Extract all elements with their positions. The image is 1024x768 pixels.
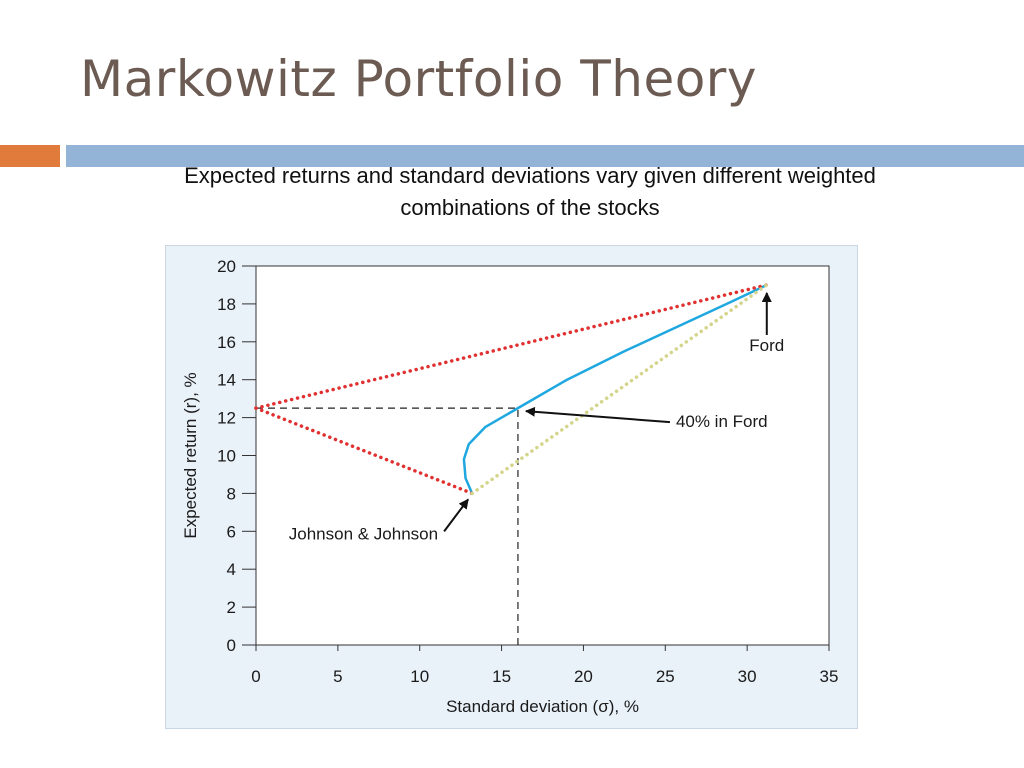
annotation-arrow xyxy=(524,406,671,424)
x-tick-label: 25 xyxy=(656,667,675,686)
annotation-label: Johnson & Johnson xyxy=(289,524,438,543)
x-tick-label: 35 xyxy=(820,667,839,686)
x-tick-label: 0 xyxy=(251,667,260,686)
x-tick-label: 30 xyxy=(738,667,757,686)
x-axis-title: Standard deviation (σ), % xyxy=(446,697,639,716)
y-axis-title: Expected return (r), % xyxy=(181,372,200,538)
y-tick-label: 0 xyxy=(227,636,236,655)
annotation-label: 40% in Ford xyxy=(676,412,768,431)
plot-area xyxy=(255,265,830,646)
y-tick-label: 14 xyxy=(217,371,236,390)
x-tick-label: 5 xyxy=(333,667,342,686)
x-tick-label: 15 xyxy=(492,667,511,686)
series-line-3 xyxy=(470,283,769,496)
y-tick-label: 12 xyxy=(217,409,236,428)
x-tick-label: 20 xyxy=(574,667,593,686)
series-line-0 xyxy=(462,283,768,494)
annotation-label: Ford xyxy=(749,336,784,355)
slide-subtitle: Expected returns and standard deviations… xyxy=(184,163,876,220)
series-line-2 xyxy=(254,406,474,496)
y-tick-label: 2 xyxy=(227,598,236,617)
y-tick-label: 16 xyxy=(217,333,236,352)
y-tick-label: 8 xyxy=(227,484,236,503)
y-tick-label: 6 xyxy=(227,522,236,541)
accent-bar-blue xyxy=(66,145,1024,167)
x-tick-label: 10 xyxy=(410,667,429,686)
y-tick-label: 20 xyxy=(217,257,236,276)
slide-title: Markowitz Portfolio Theory xyxy=(80,50,757,108)
portfolio-chart: 0 2 4 6 8 10 12 14 16 18 20 0 5 10 15 20 25 30 35 Standard … xyxy=(181,257,839,716)
y-tick-label: 4 xyxy=(227,560,236,579)
y-tick-label: 10 xyxy=(217,447,236,466)
annotation-arrow xyxy=(443,498,469,532)
y-tick-label: 18 xyxy=(217,295,236,314)
figure-panel: 0 2 4 6 8 10 12 14 16 18 20 0 5 10 15 20 25 30 35 Standard … xyxy=(165,245,858,729)
series-line-1 xyxy=(254,283,769,410)
accent-bar-orange xyxy=(0,145,60,167)
